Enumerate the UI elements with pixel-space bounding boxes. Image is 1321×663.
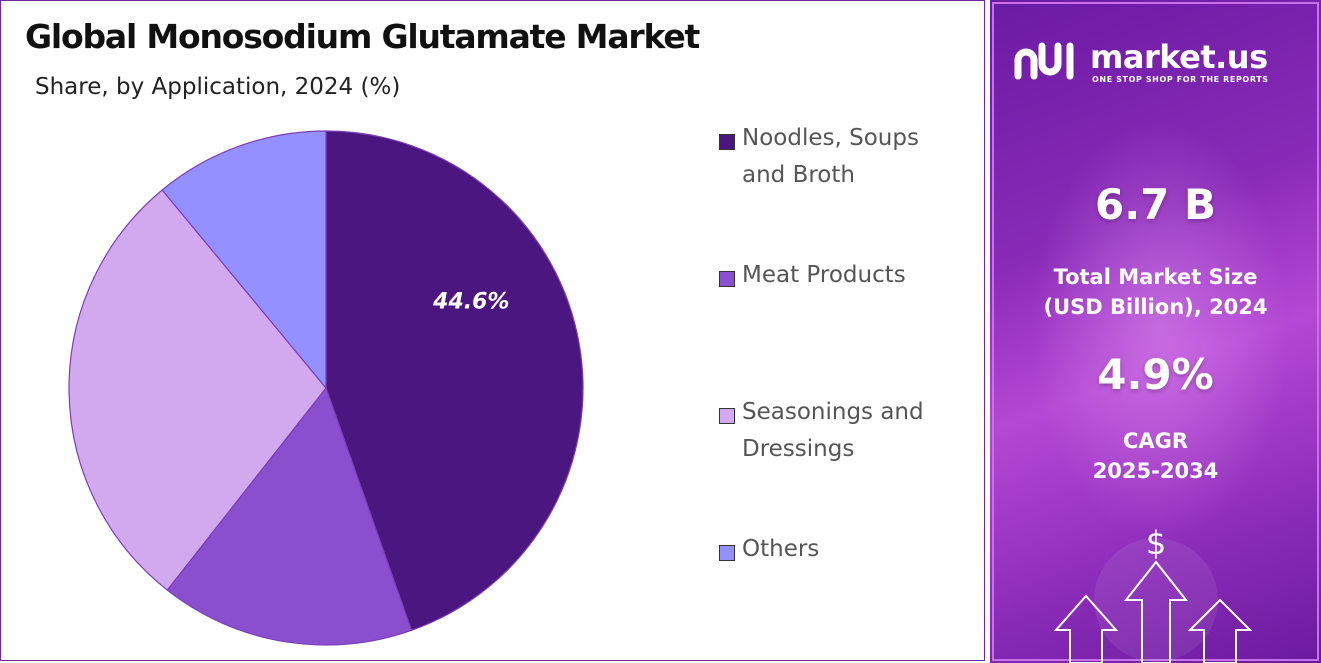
market-size-label-line2: (USD Billion), 2024 <box>1043 295 1268 319</box>
legend-swatch <box>719 271 735 287</box>
legend-item-seasonings: Seasonings and Dressings <box>719 399 972 468</box>
chart-title: Global Monosodium Glutamate Market <box>25 17 700 56</box>
market-us-logo-icon <box>1014 42 1074 80</box>
legend-item-others: Others <box>719 536 972 568</box>
pie-slice-noodles-soups-and-broth <box>325 130 584 632</box>
legend-label-line1: Others <box>742 536 820 562</box>
legend-label-line2: and Broth <box>742 162 855 188</box>
pie-data-label: 44.6% <box>432 290 509 315</box>
legend-label-line1: Seasonings and <box>742 399 924 425</box>
legend-label-line1: Noodles, Soups <box>742 125 919 151</box>
legend-label-line1: Meat Products <box>742 262 906 288</box>
pie-slice-seasonings-and-dressings <box>68 189 327 591</box>
brand: market.us ONE STOP SHOP FOR THE REPORTS <box>1012 38 1302 90</box>
cagr-value: 4.9% <box>1097 350 1214 399</box>
market-size-value: 6.7 B <box>1094 180 1217 229</box>
legend-item-noodles: Noodles, Soups and Broth <box>719 125 972 194</box>
pie-slice-meat-products <box>166 386 413 646</box>
background-glow <box>1030 120 1290 540</box>
chart-subtitle: Share, by Application, 2024 (%) <box>35 74 401 100</box>
cagr-label-line1: CAGR <box>1122 429 1189 453</box>
cagr-label-line2: 2025-2034 <box>1092 459 1219 483</box>
brand-tagline: ONE STOP SHOP FOR THE REPORTS <box>1092 75 1269 84</box>
legend-swatch <box>719 408 735 424</box>
legend-swatch <box>719 545 735 561</box>
market-size-label-line1: Total Market Size <box>1053 265 1258 289</box>
legend-item-meat: Meat Products <box>719 262 972 294</box>
pie-chart: 44.6% <box>68 130 584 646</box>
dollar-symbol: $ <box>1146 524 1166 562</box>
legend-swatch <box>719 134 735 150</box>
growth-arrows-icon: $ <box>1053 524 1253 663</box>
summary-sidebar: market.us ONE STOP SHOP FOR THE REPORTS … <box>990 0 1321 663</box>
pie-slice-others <box>161 130 327 390</box>
legend-label-line2: Dressings <box>742 436 855 462</box>
brand-name: market.us <box>1090 38 1268 76</box>
chart-panel: Global Monosodium Glutamate Market Share… <box>0 0 985 661</box>
